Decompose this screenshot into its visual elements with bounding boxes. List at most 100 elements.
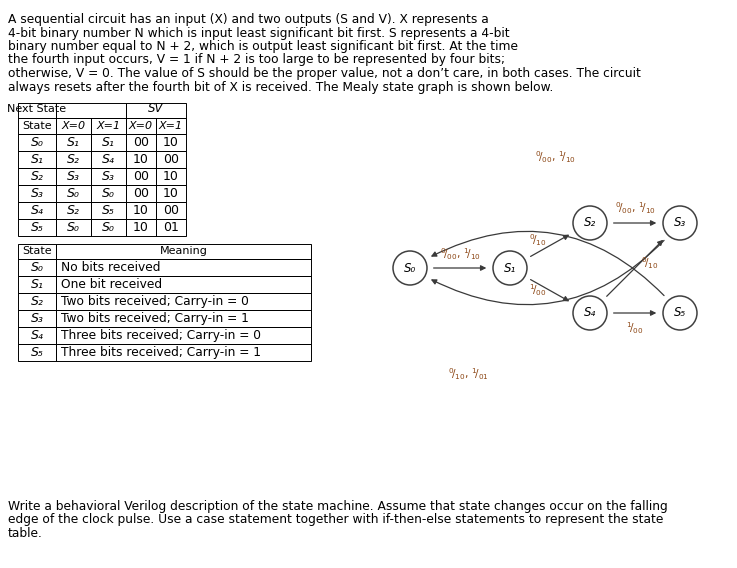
Text: $^0\!/_{00}$, $^1\!/_{10}$: $^0\!/_{00}$, $^1\!/_{10}$ (534, 149, 576, 165)
Text: $^0\!/_{00}$, $^1\!/_{10}$: $^0\!/_{00}$, $^1\!/_{10}$ (615, 201, 655, 216)
Text: S₂: S₂ (584, 216, 596, 229)
Text: $^1\!/_{00}$: $^1\!/_{00}$ (529, 282, 547, 298)
Bar (18, 259, 56, 276)
Text: 00: 00 (133, 187, 149, 200)
Bar (56, 327, 311, 344)
Text: $^1\!/_{00}$: $^1\!/_{00}$ (626, 320, 644, 336)
Text: Two bits received; Carry-in = 1: Two bits received; Carry-in = 1 (61, 312, 249, 325)
Bar (56, 118, 91, 134)
Bar (156, 134, 186, 151)
Text: Three bits received; Carry-in = 0: Three bits received; Carry-in = 0 (61, 329, 261, 342)
Text: S₅: S₅ (102, 204, 115, 217)
Text: 00: 00 (163, 204, 179, 217)
Text: 10: 10 (163, 187, 179, 200)
Bar (18, 219, 56, 236)
Text: State: State (22, 247, 52, 257)
Text: X=1: X=1 (159, 121, 183, 131)
Text: X=0: X=0 (61, 121, 85, 131)
Circle shape (573, 206, 607, 240)
Bar (91, 185, 126, 202)
Text: Two bits received; Carry-in = 0: Two bits received; Carry-in = 0 (61, 295, 249, 308)
Circle shape (393, 251, 427, 285)
Bar (56, 244, 311, 259)
Bar (126, 185, 156, 202)
Bar (56, 134, 91, 151)
Text: otherwise, V = 0. The value of S should be the proper value, not a don’t care, i: otherwise, V = 0. The value of S should … (8, 67, 641, 80)
Circle shape (663, 296, 697, 330)
Text: S₄: S₄ (30, 329, 43, 342)
Text: S₀: S₀ (30, 136, 43, 149)
FancyArrowPatch shape (614, 311, 655, 315)
Text: S₃: S₃ (30, 312, 43, 325)
Bar (18, 185, 56, 202)
Bar (91, 118, 126, 134)
Text: S₃: S₃ (67, 170, 80, 183)
Text: SV: SV (148, 102, 164, 115)
Text: S₀: S₀ (30, 261, 43, 274)
Bar (56, 151, 91, 168)
Bar (91, 151, 126, 168)
Bar (91, 202, 126, 219)
Text: $^0\!/_{10}$, $^1\!/_{01}$: $^0\!/_{10}$, $^1\!/_{01}$ (447, 366, 489, 382)
Text: 10: 10 (133, 204, 149, 217)
FancyArrowPatch shape (531, 279, 568, 300)
Text: S₀: S₀ (102, 187, 115, 200)
Text: always resets after the fourth bit of X is received. The Mealy state graph is sh: always resets after the fourth bit of X … (8, 81, 553, 94)
Text: S₅: S₅ (30, 346, 43, 359)
Text: 00: 00 (133, 170, 149, 183)
Text: S₀: S₀ (67, 221, 80, 234)
Bar (56, 276, 311, 293)
Text: S₂: S₂ (30, 295, 43, 308)
FancyArrowPatch shape (614, 221, 655, 225)
Bar (18, 276, 56, 293)
Bar (156, 168, 186, 185)
Text: 10: 10 (163, 170, 179, 183)
Bar (56, 344, 311, 361)
Text: S₁: S₁ (67, 136, 80, 149)
FancyArrowPatch shape (607, 241, 663, 296)
Bar (156, 202, 186, 219)
Bar (18, 244, 56, 259)
Bar (56, 310, 311, 327)
Text: S₄: S₄ (584, 307, 596, 319)
Bar (18, 327, 56, 344)
Text: X=1: X=1 (97, 121, 121, 131)
Bar (126, 219, 156, 236)
Bar (18, 344, 56, 361)
Text: 10: 10 (133, 153, 149, 166)
Text: S₄: S₄ (102, 153, 115, 166)
Bar (126, 103, 186, 118)
Bar (126, 118, 156, 134)
Text: S₄: S₄ (30, 204, 43, 217)
Text: 10: 10 (163, 136, 179, 149)
Text: edge of the clock pulse. Use a case statement together with if-then-else stateme: edge of the clock pulse. Use a case stat… (8, 513, 663, 527)
Text: $^0\!/_{10}$: $^0\!/_{10}$ (529, 232, 547, 248)
Bar (56, 103, 126, 118)
Text: S₀: S₀ (404, 261, 416, 274)
Text: No bits received: No bits received (61, 261, 161, 274)
Text: State: State (22, 121, 52, 131)
FancyArrowPatch shape (531, 235, 568, 256)
Text: A sequential circuit has an input (X) and two outputs (S and V). X represents a: A sequential circuit has an input (X) an… (8, 13, 489, 26)
Text: S₂: S₂ (67, 204, 80, 217)
FancyArrowPatch shape (432, 231, 664, 295)
Text: S₁: S₁ (30, 153, 43, 166)
Text: S₀: S₀ (67, 187, 80, 200)
Bar (18, 168, 56, 185)
Text: S₁: S₁ (102, 136, 115, 149)
Bar (91, 168, 126, 185)
Text: 00: 00 (133, 136, 149, 149)
Text: S₀: S₀ (102, 221, 115, 234)
Bar (18, 103, 56, 118)
Bar (91, 219, 126, 236)
Text: table.: table. (8, 527, 43, 540)
Bar (56, 293, 311, 310)
Text: S₂: S₂ (30, 170, 43, 183)
Bar (18, 118, 56, 134)
Bar (56, 168, 91, 185)
Text: 10: 10 (133, 221, 149, 234)
Text: binary number equal to N + 2, which is output least significant bit first. At th: binary number equal to N + 2, which is o… (8, 40, 518, 53)
FancyArrowPatch shape (433, 266, 485, 270)
Bar (126, 151, 156, 168)
Text: 4-bit binary number N which is input least significant bit first. S represents a: 4-bit binary number N which is input lea… (8, 27, 509, 40)
